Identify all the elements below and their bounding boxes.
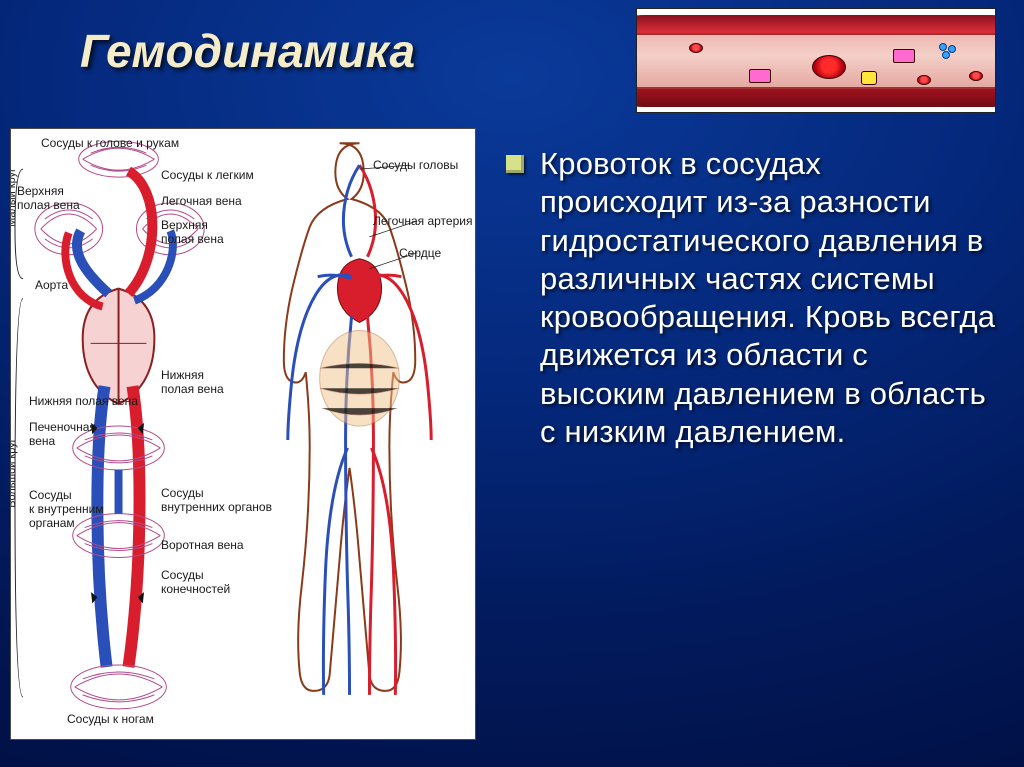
label-left-6: Сосуды к ногам bbox=[67, 713, 154, 727]
wbc-cluster-icon bbox=[939, 43, 959, 59]
leg-capillaries bbox=[71, 665, 167, 709]
label-mid-4: Сосуды внутренних органов bbox=[161, 487, 272, 515]
rbc-icon bbox=[969, 71, 983, 81]
label-left-3: Нижняя полая вена bbox=[29, 395, 138, 409]
label-mid-5: Воротная вена bbox=[161, 539, 244, 553]
vessel-illustration bbox=[636, 8, 996, 113]
plasma-cell-icon bbox=[861, 71, 877, 85]
rbc-icon bbox=[689, 43, 703, 53]
label-left-2: Аорта bbox=[35, 279, 68, 293]
label-mid-2: Верхняя полая вена bbox=[161, 219, 224, 247]
label-right-1: Легочная артерия bbox=[373, 215, 472, 229]
caption-large-circle: Большой круг bbox=[11, 438, 18, 507]
body-paragraph: Кровоток в сосудах происходит из-за разн… bbox=[540, 145, 996, 451]
rbc-icon bbox=[812, 55, 846, 79]
content-column: Кровоток в сосудах происходит из-за разн… bbox=[506, 145, 996, 451]
label-left-5: Сосуды к внутренним органам bbox=[29, 489, 104, 530]
label-left-1: Верхняя полая вена bbox=[17, 185, 80, 213]
label-left-4: Печеночная вена bbox=[29, 421, 96, 449]
label-mid-0: Сосуды к легким bbox=[161, 169, 254, 183]
sup-vena-cava bbox=[77, 231, 109, 294]
label-mid-6: Сосуды конечностей bbox=[161, 569, 230, 597]
label-right-2: Сердце bbox=[399, 247, 441, 261]
circulation-diagram: Малый круг Большой круг bbox=[10, 128, 476, 740]
bullet-row: Кровоток в сосудах происходит из-за разн… bbox=[506, 145, 996, 451]
platelet-icon bbox=[749, 69, 771, 83]
label-left-0: Сосуды к голове и рукам bbox=[41, 137, 179, 151]
label-mid-1: Легочная вена bbox=[161, 195, 242, 209]
slide-title: Гемодинамика bbox=[80, 24, 415, 78]
label-right-0: Сосуды головы bbox=[373, 159, 458, 173]
bullet-square-icon bbox=[506, 155, 524, 173]
platelet-icon bbox=[893, 49, 915, 63]
label-mid-3: Нижняя полая вена bbox=[161, 369, 224, 397]
aorta-arch bbox=[128, 171, 152, 293]
rbc-icon bbox=[917, 75, 931, 85]
